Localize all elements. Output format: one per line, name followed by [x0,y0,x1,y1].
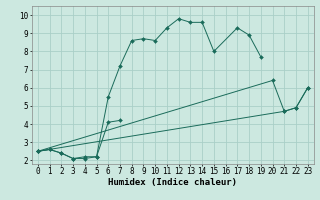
X-axis label: Humidex (Indice chaleur): Humidex (Indice chaleur) [108,178,237,187]
